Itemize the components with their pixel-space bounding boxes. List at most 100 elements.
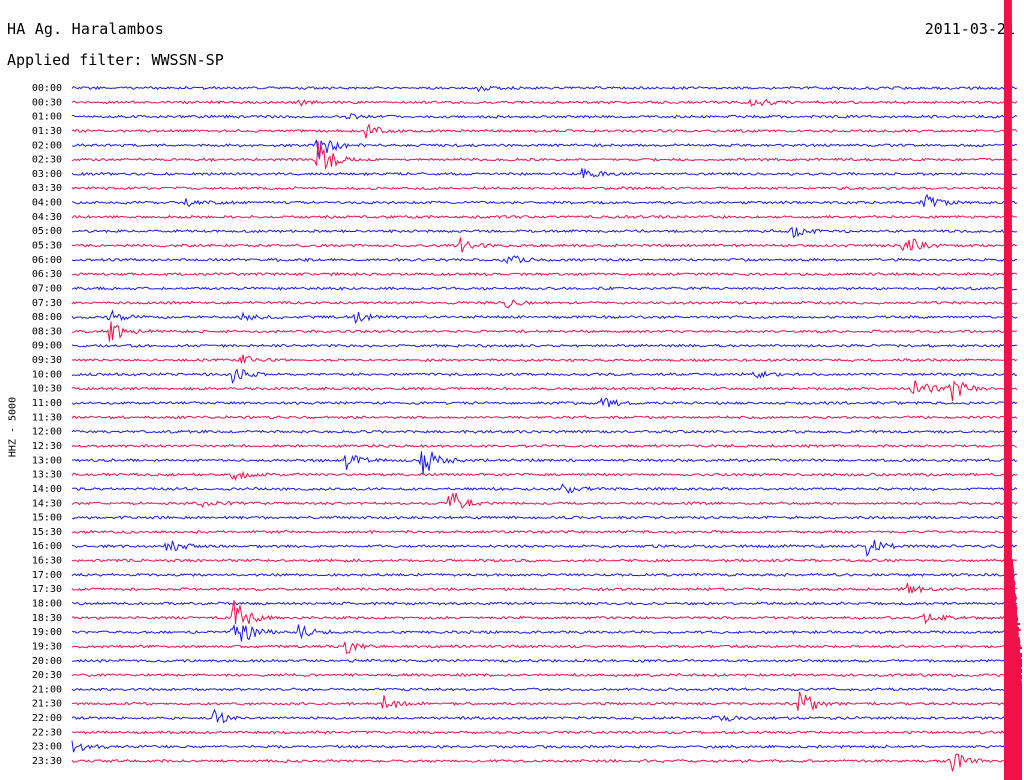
trace-2200 [71, 708, 1018, 724]
time-label-1430: 14:30 [32, 498, 62, 509]
time-label-1730: 17:30 [32, 584, 62, 595]
trace-0230 [71, 141, 1018, 170]
time-label-1300: 13:00 [32, 455, 62, 466]
trace-0130 [71, 122, 1018, 139]
time-label-1030: 10:30 [32, 384, 62, 395]
saturated-event-band [1003, 0, 1012, 780]
time-label-1400: 14:00 [32, 484, 62, 495]
trace-0630 [71, 271, 1018, 277]
time-label-1830: 18:30 [32, 613, 62, 624]
time-label-2300: 23:00 [32, 742, 62, 753]
trace-1100 [71, 397, 1018, 408]
time-label-0900: 09:00 [32, 341, 62, 352]
trace-0500 [72, 226, 1018, 239]
trace-0100 [72, 113, 1018, 120]
trace-1900 [71, 624, 1018, 642]
time-label-2130: 21:30 [32, 699, 62, 710]
trace-1800 [71, 601, 1018, 606]
trace-2030 [71, 672, 1018, 678]
trace-0330 [71, 186, 1018, 191]
trace-0030 [71, 98, 1018, 107]
trace-0730 [71, 299, 1018, 309]
time-label-2000: 20:00 [32, 656, 62, 667]
time-label-0300: 03:00 [32, 169, 62, 180]
time-label-2230: 22:30 [32, 727, 62, 738]
time-label-2100: 21:00 [32, 684, 62, 695]
time-label-1500: 15:00 [32, 513, 62, 524]
trace-0800 [71, 309, 1018, 325]
time-label-1330: 13:30 [32, 470, 62, 481]
trace-0200 [71, 139, 1018, 160]
trace-0930 [71, 354, 1018, 364]
trace-1730 [71, 583, 1018, 594]
trace-0300 [71, 167, 1018, 178]
filter-label: Applied filter: WWSSN-SP [7, 51, 224, 69]
time-label-0700: 07:00 [32, 283, 62, 294]
trace-0600 [71, 255, 1018, 265]
saturated-event-coda [1008, 559, 1022, 780]
trace-1630 [71, 558, 1018, 563]
time-label-1200: 12:00 [32, 427, 62, 438]
trace-1000 [71, 368, 1018, 384]
trace-0830 [71, 321, 1018, 342]
time-label-0930: 09:30 [32, 355, 62, 366]
time-label-0430: 04:30 [32, 212, 62, 223]
trace-2130 [71, 691, 1017, 712]
time-label-2030: 20:30 [32, 670, 62, 681]
trace-0000 [71, 85, 1018, 93]
trace-1830 [71, 600, 1018, 625]
trace-1330 [71, 470, 1018, 482]
time-label-0130: 01:30 [32, 126, 62, 137]
trace-1500 [71, 515, 1018, 520]
time-label-2200: 22:00 [32, 713, 62, 724]
time-label-1100: 11:00 [32, 398, 62, 409]
time-label-1530: 15:30 [32, 527, 62, 538]
saturation-overlay [1003, 0, 1022, 780]
time-label-0500: 05:00 [32, 226, 62, 237]
trace-lines [71, 85, 1018, 772]
time-label-1130: 11:30 [32, 412, 62, 423]
time-labels: 00:00 00:30 01:00 01:30 02:00 02:30 03:00 03:30… [32, 83, 62, 767]
time-label-0730: 07:30 [32, 298, 62, 309]
trace-2230 [71, 730, 1018, 735]
trace-1530 [71, 529, 1018, 535]
time-label-2330: 23:30 [32, 756, 62, 767]
time-label-0630: 06:30 [32, 269, 62, 280]
record-date: 2011-03-21 [924, 20, 1015, 38]
trace-2000 [71, 658, 1018, 663]
trace-0900 [71, 343, 1017, 348]
time-label-1230: 12:30 [32, 441, 62, 452]
time-label-0800: 08:00 [32, 312, 62, 323]
time-label-1700: 17:00 [32, 570, 62, 581]
trace-2330 [71, 753, 1018, 772]
trace-0700 [71, 286, 1018, 291]
trace-1700 [71, 572, 1018, 578]
trace-1930 [71, 641, 1018, 655]
trace-1400 [71, 483, 1018, 495]
trace-1030 [71, 380, 1018, 401]
time-label-0100: 01:00 [32, 112, 62, 123]
time-label-0830: 08:30 [32, 326, 62, 337]
time-label-0030: 00:30 [32, 97, 62, 108]
time-label-0600: 06:00 [32, 255, 62, 266]
trace-1230 [71, 443, 1018, 449]
trace-2100 [71, 687, 1018, 692]
time-label-0000: 00:00 [32, 83, 62, 94]
time-label-1800: 18:00 [32, 598, 62, 609]
trace-0430 [71, 214, 1018, 220]
trace-1430 [71, 492, 1018, 509]
time-label-0230: 02:30 [32, 155, 62, 166]
time-label-0400: 04:00 [32, 198, 62, 209]
time-label-1600: 16:00 [32, 541, 62, 552]
station-title: HA Ag. Haralambos [7, 20, 164, 38]
trace-1200 [71, 429, 1018, 434]
time-label-1630: 16:30 [32, 556, 62, 567]
time-label-0330: 03:30 [32, 183, 62, 194]
time-label-1930: 19:30 [32, 641, 62, 652]
time-label-1900: 19:00 [32, 627, 62, 638]
time-label-0530: 05:30 [32, 241, 62, 252]
trace-1130 [71, 415, 1018, 420]
trace-1600 [71, 539, 1018, 558]
trace-2300 [71, 740, 1018, 753]
